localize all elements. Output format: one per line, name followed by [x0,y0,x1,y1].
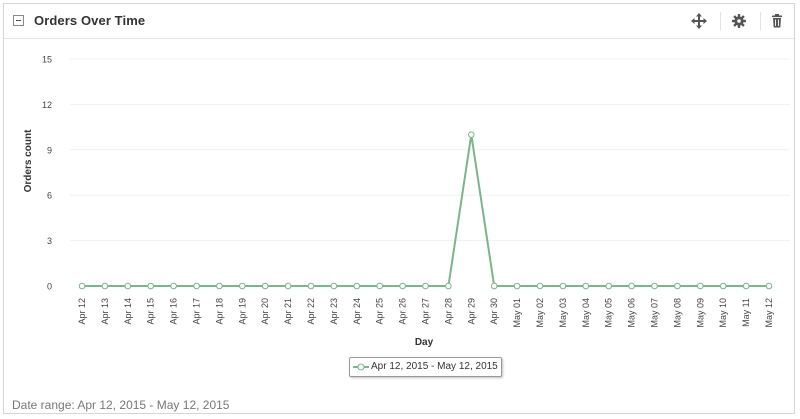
data-point[interactable] [239,282,246,290]
data-point[interactable] [445,282,452,290]
data-point[interactable] [170,282,177,290]
data-point[interactable] [468,131,475,138]
x-tick-label: May 08 [672,298,682,328]
x-tick-label: Apr 20 [260,298,270,325]
orders-over-time-widget: Orders Over Time [3,3,795,414]
x-tick-label: Apr 27 [421,298,431,325]
y-tick-label: 12 [42,100,52,110]
x-tick-label: Apr 21 [283,298,293,325]
x-tick-label: Apr 25 [375,298,385,325]
data-point[interactable] [651,282,658,290]
x-tick-label: Apr 14 [123,298,133,325]
x-tick-label: Apr 26 [398,298,408,325]
legend-series-label: Apr 12, 2015 - May 12, 2015 [371,361,498,372]
data-point[interactable] [261,282,269,290]
data-point[interactable] [376,282,384,290]
data-point[interactable] [216,282,223,290]
date-range-text: Date range: Apr 12, 2015 - May 12, 2015 [12,398,230,412]
gear-icon[interactable] [730,12,748,30]
data-point[interactable] [307,282,315,290]
data-point[interactable] [628,282,635,290]
x-tick-label: May 03 [558,298,568,328]
data-point[interactable] [124,282,132,290]
data-point[interactable] [490,282,498,290]
y-tick-label: 3 [47,236,52,246]
x-tick-label: May 12 [764,298,774,328]
x-tick-label: Apr 16 [169,298,179,325]
data-point[interactable] [147,282,154,290]
collapse-button[interactable] [13,15,24,26]
x-tick-label: Apr 18 [214,298,224,325]
data-point[interactable] [330,282,338,290]
data-point[interactable] [78,282,86,290]
x-tick-label: May 05 [604,298,614,328]
data-point[interactable] [697,282,704,290]
x-tick-label: May 06 [627,298,637,328]
data-point[interactable] [674,282,681,290]
x-tick-label: Apr 28 [443,298,453,325]
data-point[interactable] [742,282,750,290]
data-point[interactable] [536,282,544,290]
data-point[interactable] [353,282,361,290]
x-tick-label: Apr 22 [306,298,316,325]
widget-title: Orders Over Time [34,13,146,28]
orders-line-chart: Orders count Day 0 3 6 9 12 15 Apr 12 Apr 13 Ap… [23,55,790,348]
x-tick-label: Apr 23 [329,298,339,325]
x-tick-label: May 04 [581,298,591,328]
x-tick-label: May 09 [695,298,705,328]
header-separator [760,12,761,30]
legend-series-marker-icon [353,363,369,371]
x-tick-label: Apr 17 [192,298,202,325]
x-tick-label: Apr 13 [100,298,110,325]
data-point[interactable] [605,282,613,290]
x-tick-label: Apr 12 [77,298,87,325]
widget-header: Orders Over Time [4,4,794,39]
data-point[interactable] [559,282,567,290]
data-point[interactable] [513,282,521,290]
x-tick-label: May 10 [718,298,728,328]
chart-area: Orders count Day 0 3 6 9 12 15 Apr 12 Apr 13 Ap… [4,39,794,384]
x-tick-label: Apr 30 [489,298,499,325]
x-tick-label: Apr 24 [352,298,362,325]
data-point[interactable] [399,282,406,290]
data-point[interactable] [582,282,590,290]
x-tick-label: Apr 15 [146,298,156,325]
data-point[interactable] [422,282,429,290]
data-point[interactable] [765,282,773,290]
header-separator [720,12,721,30]
x-tick-label: May 02 [535,298,545,328]
chart-legend[interactable]: Apr 12, 2015 - May 12, 2015 [349,357,502,377]
data-point[interactable] [284,282,292,290]
data-point[interactable] [101,282,109,290]
y-tick-label: 15 [42,55,52,65]
y-tick-label: 6 [47,191,52,201]
move-icon[interactable] [690,12,708,30]
y-axis-label: Orders count [23,129,34,192]
y-tick-label: 9 [47,145,52,155]
x-tick-label: May 01 [512,298,522,328]
y-tick-label: 0 [47,282,52,292]
trash-icon[interactable] [768,12,786,30]
x-tick-label: Apr 19 [237,298,247,325]
x-tick-label: Apr 29 [466,298,476,325]
series-line [82,134,769,287]
x-tick-label: May 07 [650,298,660,328]
x-axis-label: Day [415,337,434,348]
x-tick-label: May 11 [741,298,751,327]
data-point[interactable] [193,282,200,290]
data-point[interactable] [719,282,727,290]
